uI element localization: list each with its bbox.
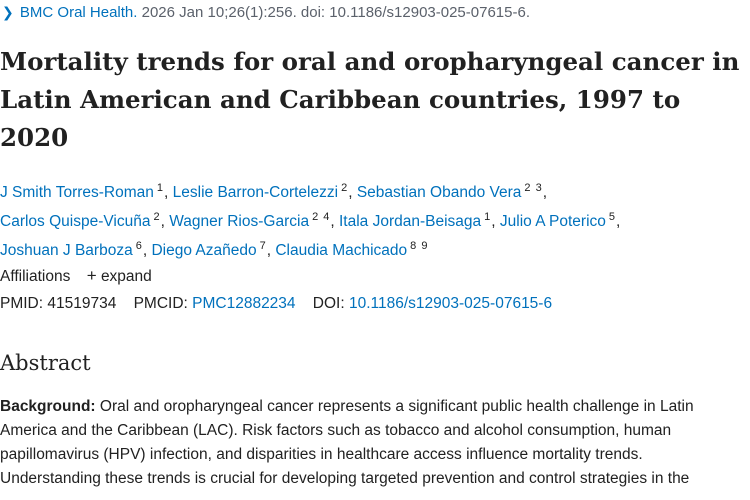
- author-link[interactable]: Sebastian Obando Vera 2 3: [356, 182, 543, 201]
- title-line: 2020: [0, 123, 69, 152]
- citation-details: 2026 Jan 10;26(1):256. doi: 10.1186/s129…: [141, 4, 530, 21]
- article-identifiers: PMID: 41519734 PMCID: PMC12882234 DOI: 1…: [0, 295, 552, 313]
- author-list: J Smith Torres-Roman 1, Leslie Barron-Cor…: [0, 182, 621, 259]
- author-link[interactable]: Joshuan J Barboza 6: [0, 240, 143, 259]
- affiliations-label: Affiliations: [0, 268, 71, 285]
- background-label: Background:: [0, 398, 96, 415]
- affiliation-ref[interactable]: 2: [153, 211, 161, 223]
- title-line: Mortality trends for oral and oropharyng…: [0, 47, 740, 76]
- affiliation-ref[interactable]: 1: [484, 211, 492, 223]
- doi-link[interactable]: 10.1186/s12903-025-07615-6: [348, 295, 553, 312]
- affiliations-toggle[interactable]: Affiliations + expand: [0, 266, 152, 286]
- author-link[interactable]: Wagner Rios-Garcia 2 4: [169, 211, 331, 230]
- affiliation-ref[interactable]: 5: [608, 211, 617, 223]
- doi-label: DOI:: [312, 295, 345, 312]
- author-link[interactable]: Diego Azañedo 7: [151, 240, 267, 259]
- plus-icon[interactable]: +: [86, 266, 97, 285]
- author-link[interactable]: Carlos Quispe-Vicuña 2: [0, 211, 161, 230]
- pmcid-link[interactable]: PMC12882234: [192, 295, 296, 312]
- author-link[interactable]: Julio A Poterico 5: [499, 211, 617, 230]
- affiliation-ref[interactable]: 7: [259, 240, 267, 252]
- abstract-heading: Abstract: [0, 351, 91, 375]
- journal-link[interactable]: BMC Oral Health.: [19, 4, 138, 21]
- author-link[interactable]: Claudia Machicado 8 9: [275, 240, 429, 259]
- abstract-line: America and the Caribbean (LAC). Risk fa…: [0, 422, 672, 439]
- chevron-right-icon[interactable]: ❯: [2, 4, 14, 20]
- abstract-line: Oral and oropharyngeal cancer represents…: [95, 398, 694, 415]
- abstract-line: papillomavirus (HPV) infection, and disp…: [0, 446, 643, 463]
- abstract-text: Background: Oral and oropharyngeal cance…: [0, 395, 750, 491]
- affiliation-ref[interactable]: 2 3: [524, 182, 543, 194]
- article-title: Mortality trends for oral and oropharyng…: [0, 43, 750, 157]
- pmcid-label: PMCID:: [133, 295, 188, 312]
- affiliation-ref[interactable]: 2: [341, 182, 349, 194]
- affiliation-ref[interactable]: 2 4: [312, 211, 331, 223]
- title-line: Latin American and Caribbean countries, …: [0, 85, 681, 114]
- expand-label[interactable]: expand: [100, 268, 152, 285]
- pmid-label: PMID:: [0, 295, 44, 312]
- citation-line: ❯ BMC Oral Health. 2026 Jan 10;26(1):256…: [2, 4, 530, 21]
- affiliation-ref[interactable]: 1: [156, 182, 165, 194]
- affiliation-ref[interactable]: 6: [135, 240, 143, 252]
- author-link[interactable]: Itala Jordan-Beisaga 1: [338, 211, 492, 230]
- abstract-line: Understanding these trends is crucial fo…: [0, 470, 690, 487]
- author-link[interactable]: Leslie Barron-Cortelezzi 2: [172, 182, 349, 201]
- pmid-value: 41519734: [47, 295, 117, 312]
- author-link[interactable]: J Smith Torres-Roman 1: [0, 182, 165, 201]
- affiliation-ref[interactable]: 8 9: [410, 240, 429, 252]
